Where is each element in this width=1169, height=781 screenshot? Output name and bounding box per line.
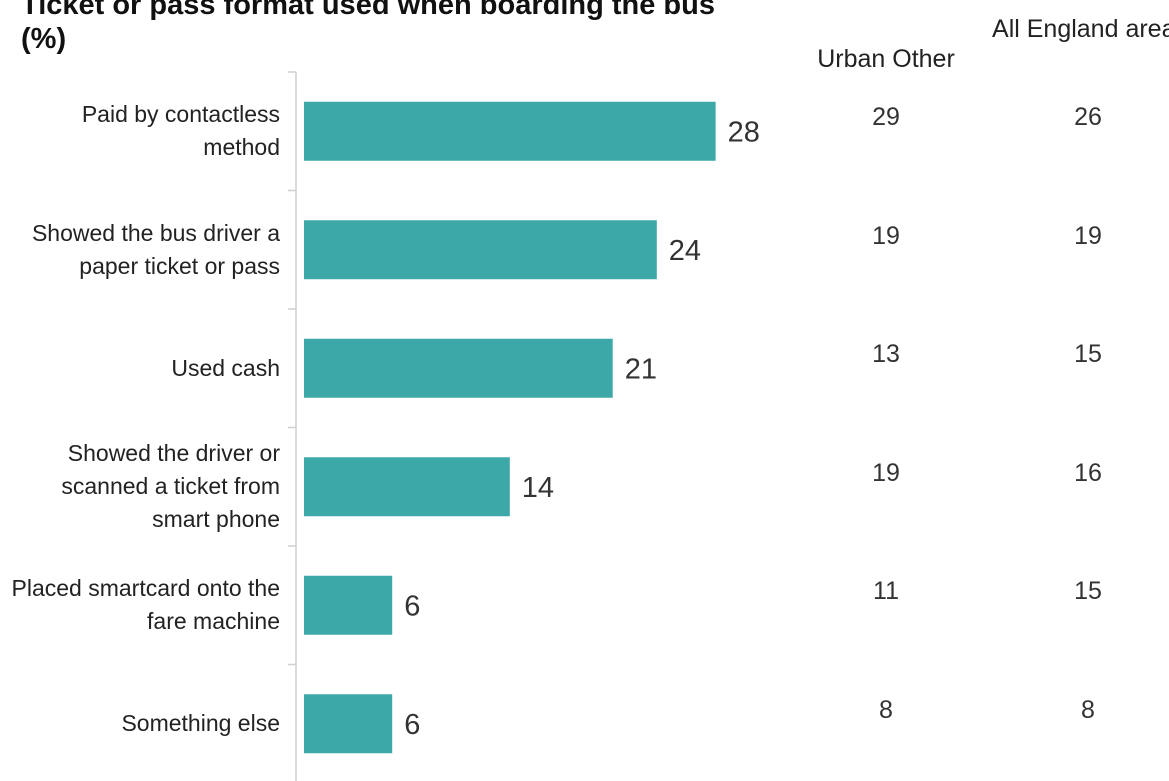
data-label: 6 <box>404 590 420 622</box>
category-label: Paid by contactless method <box>81 101 280 161</box>
column-header-all-england: All England areas <box>992 15 1169 43</box>
category-label: Used cash <box>171 354 280 381</box>
urban-other-value: 19 <box>872 458 900 487</box>
bar <box>304 220 657 280</box>
all-england-value: 19 <box>1074 221 1102 250</box>
data-label: 21 <box>625 353 657 385</box>
column-header-urban-other: Urban Other <box>817 45 955 73</box>
bar <box>304 101 716 161</box>
all-england-value: 26 <box>1074 103 1102 132</box>
data-label: 28 <box>728 116 760 148</box>
bar <box>304 457 510 517</box>
all-england-value: 8 <box>1081 695 1095 724</box>
all-england-value: 15 <box>1074 577 1102 606</box>
urban-other-value: 8 <box>879 695 893 724</box>
category-label: Placed smartcard onto the fare machine <box>11 575 280 635</box>
all-england-value: 16 <box>1074 458 1102 487</box>
category-label: Something else <box>121 710 280 737</box>
data-label: 24 <box>669 235 701 267</box>
data-label: 14 <box>522 472 554 504</box>
all-england-value: 15 <box>1074 340 1102 369</box>
urban-other-value: 13 <box>872 340 900 369</box>
bar <box>304 338 613 398</box>
bar-chart-plot: 28 24 21 14 6 6 <box>288 71 760 781</box>
urban-other-value: 19 <box>872 221 900 250</box>
bar <box>304 694 393 754</box>
category-label: Showed the driver or scanned a ticket fr… <box>61 440 280 533</box>
data-label: 6 <box>404 709 420 741</box>
bar <box>304 575 393 635</box>
category-label: Showed the bus driver a paper ticket or … <box>31 219 280 279</box>
chart-title: Ticket or pass format used when boarding… <box>21 0 715 55</box>
urban-other-value: 29 <box>872 103 900 132</box>
urban-other-value: 11 <box>873 577 899 606</box>
